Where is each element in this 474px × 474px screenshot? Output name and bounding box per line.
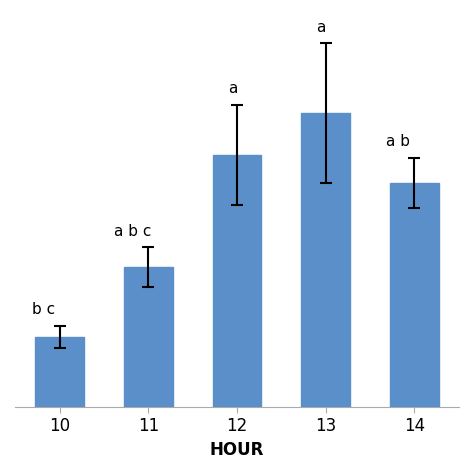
Text: a b c: a b c: [114, 224, 151, 239]
X-axis label: HOUR: HOUR: [210, 441, 264, 459]
Bar: [213, 155, 261, 407]
Bar: [35, 337, 84, 407]
Text: a: a: [317, 19, 326, 35]
Bar: [124, 267, 173, 407]
Bar: [390, 183, 439, 407]
Bar: [301, 113, 350, 407]
Text: b c: b c: [32, 302, 55, 318]
Text: a b: a b: [386, 135, 410, 149]
Text: a: a: [228, 81, 237, 96]
